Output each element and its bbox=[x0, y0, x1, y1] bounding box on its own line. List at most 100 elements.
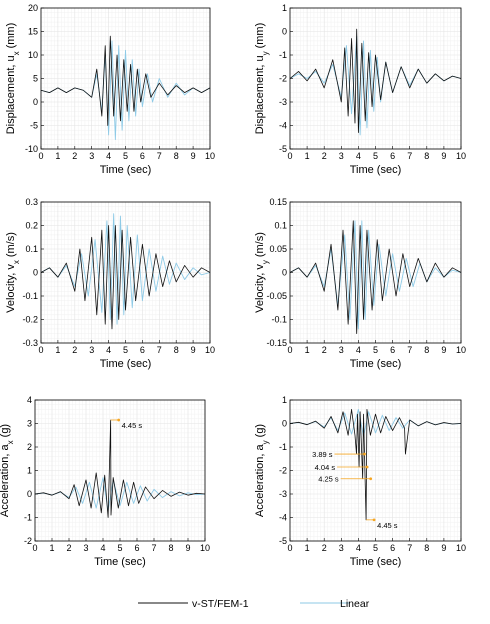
y-axis-label-unit: (m/s) bbox=[5, 232, 17, 257]
series-line-linear bbox=[40, 213, 211, 325]
legend-label: v-ST/FEM-1 bbox=[192, 598, 249, 610]
y-tick-label: -3 bbox=[279, 489, 287, 499]
x-tick-label: 7 bbox=[407, 151, 412, 161]
x-tick-label: 9 bbox=[441, 345, 446, 355]
chart-uy: 0 1 2 3 4 5 6 7 8 9 10 -5 -4 -3 -2 -1 0 1 Time (sec) Displa… bbox=[254, 3, 466, 176]
x-tick-label: 3 bbox=[339, 345, 344, 355]
y-axis-label-main: Displacement, u bbox=[254, 55, 266, 134]
y-tick-label: -1 bbox=[24, 513, 32, 523]
annotation-label: 3.89 s bbox=[312, 450, 333, 459]
x-tick-label: 5 bbox=[373, 151, 378, 161]
series-line-fem bbox=[40, 225, 211, 330]
y-axis-label-subscript: x bbox=[12, 260, 21, 264]
y-tick-label: 0.1 bbox=[274, 221, 287, 231]
x-tick-label: 1 bbox=[305, 345, 310, 355]
x-tick-label: 10 bbox=[456, 543, 466, 553]
x-tick-label: 3 bbox=[339, 151, 344, 161]
y-axis-label-subscript: x bbox=[6, 440, 15, 444]
series-line-linear bbox=[34, 477, 206, 511]
x-tick-label: 1 bbox=[305, 543, 310, 553]
y-tick-label: -5 bbox=[30, 121, 38, 131]
x-tick-label: 0 bbox=[287, 543, 292, 553]
y-tick-label: -0.1 bbox=[271, 315, 287, 325]
x-tick-label: 6 bbox=[390, 543, 395, 553]
series-line-fem bbox=[40, 35, 211, 126]
y-tick-label: 0.05 bbox=[269, 244, 287, 254]
y-axis-label-main: Velocity, v bbox=[254, 264, 266, 313]
x-tick-label: 4 bbox=[100, 543, 105, 553]
y-tick-label: 2 bbox=[27, 442, 32, 452]
y-tick-label: 0.15 bbox=[269, 197, 287, 207]
x-tick-label: 7 bbox=[151, 543, 156, 553]
y-axis-label-unit: (m/s) bbox=[254, 232, 266, 257]
y-tick-label: 0 bbox=[33, 97, 38, 107]
x-tick-label: 8 bbox=[174, 151, 179, 161]
y-axis-label-unit: (g) bbox=[254, 424, 266, 437]
y-tick-label: -1 bbox=[279, 442, 287, 452]
y-axis-label-unit: (mm) bbox=[5, 23, 17, 49]
x-tick-label: 8 bbox=[424, 345, 429, 355]
x-tick-label: 6 bbox=[140, 151, 145, 161]
x-tick-label: 3 bbox=[339, 543, 344, 553]
y-axis-label: Displacement, uy (mm) bbox=[254, 23, 270, 135]
x-tick-label: 10 bbox=[456, 151, 466, 161]
x-tick-label: 10 bbox=[456, 345, 466, 355]
x-tick-label: 5 bbox=[117, 543, 122, 553]
x-tick-label: 6 bbox=[140, 345, 145, 355]
x-tick-label: 8 bbox=[174, 345, 179, 355]
x-axis-label: Time (sec) bbox=[94, 556, 146, 568]
y-axis-label: Acceleration, ax (g) bbox=[0, 424, 15, 517]
x-tick-label: 7 bbox=[407, 543, 412, 553]
y-axis-label-main: Acceleration, a bbox=[0, 443, 11, 517]
y-tick-label: -5 bbox=[279, 144, 287, 154]
y-axis-label: Velocity, vx (m/s) bbox=[5, 232, 21, 313]
y-tick-label: 0 bbox=[282, 27, 287, 37]
annotation-label: 4.25 s bbox=[318, 475, 339, 484]
x-tick-label: 0 bbox=[287, 151, 292, 161]
y-tick-label: -2 bbox=[279, 74, 287, 84]
chart-ay: 3.89 s4.04 s4.25 s4.45 s0 1 2 3 4 5 6 7 8 9 10-5-4… bbox=[254, 395, 466, 568]
y-tick-label: 15 bbox=[28, 27, 38, 37]
x-tick-label: 6 bbox=[134, 543, 139, 553]
y-axis-label-main: Velocity, v bbox=[5, 264, 17, 313]
y-tick-label: -2 bbox=[279, 466, 287, 476]
grid bbox=[289, 201, 462, 344]
y-tick-label: 1 bbox=[282, 3, 287, 13]
x-tick-label: 10 bbox=[205, 151, 215, 161]
x-tick-label: 1 bbox=[49, 543, 54, 553]
x-axis-label: Time (sec) bbox=[350, 556, 402, 568]
y-tick-label: -4 bbox=[279, 121, 287, 131]
x-tick-label: 0 bbox=[287, 345, 292, 355]
x-tick-label: 0 bbox=[32, 543, 37, 553]
chart-ax: 4.45 s 0 1 2 3 4 5 6 7 8 9 10 -2 -1 0 1 2 3 4 Time (sec) Acc… bbox=[0, 395, 210, 568]
x-tick-label: 1 bbox=[305, 151, 310, 161]
y-axis-label: Displacement, ux (mm) bbox=[5, 23, 21, 135]
x-tick-label: 9 bbox=[185, 543, 190, 553]
x-tick-label: 4 bbox=[106, 151, 111, 161]
annotation-marker bbox=[117, 418, 121, 422]
annotation-label: 4.04 s bbox=[315, 463, 336, 472]
x-tick-label: 5 bbox=[373, 543, 378, 553]
series-line-fem bbox=[34, 419, 206, 518]
y-axis-label: Velocity, vy (m/s) bbox=[254, 232, 270, 313]
y-axis-label-unit: (mm) bbox=[254, 23, 266, 49]
x-tick-label: 9 bbox=[191, 345, 196, 355]
x-axis-label: Time (sec) bbox=[350, 164, 402, 176]
chart-vx: 0 1 2 3 4 5 6 7 8 9 10 -0.3 -0.2 -0.1 0 0.1 0.2 0.3 Time (… bbox=[5, 197, 215, 370]
x-tick-label: 10 bbox=[200, 543, 210, 553]
x-tick-label: 7 bbox=[157, 151, 162, 161]
y-axis-label-subscript: y bbox=[261, 51, 270, 55]
x-tick-label: 6 bbox=[390, 345, 395, 355]
annotation-marker bbox=[372, 518, 376, 522]
y-tick-label: 0 bbox=[33, 268, 38, 278]
y-tick-label: 1 bbox=[27, 466, 32, 476]
x-tick-label: 8 bbox=[424, 151, 429, 161]
x-tick-label: 5 bbox=[123, 151, 128, 161]
x-tick-label: 6 bbox=[390, 151, 395, 161]
chart-vy: 0 1 2 3 4 5 6 7 8 9 10 -0.15 -0.1 -0.05 0 0.05 0.1 0.15 Ti… bbox=[254, 197, 466, 370]
y-tick-label: -10 bbox=[25, 144, 38, 154]
grid bbox=[34, 399, 206, 542]
x-tick-label: 9 bbox=[441, 151, 446, 161]
y-tick-label: 20 bbox=[28, 3, 38, 13]
